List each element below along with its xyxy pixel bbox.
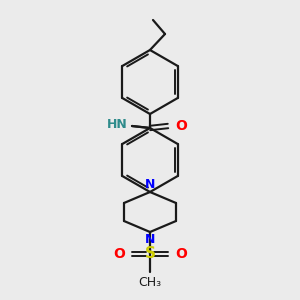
Text: S: S [145,247,155,262]
Text: HN: HN [107,118,128,131]
Text: N: N [145,178,155,191]
Text: O: O [175,247,187,261]
Text: O: O [175,119,187,133]
Text: N: N [145,233,155,246]
Text: O: O [113,247,125,261]
Text: CH₃: CH₃ [138,276,162,289]
